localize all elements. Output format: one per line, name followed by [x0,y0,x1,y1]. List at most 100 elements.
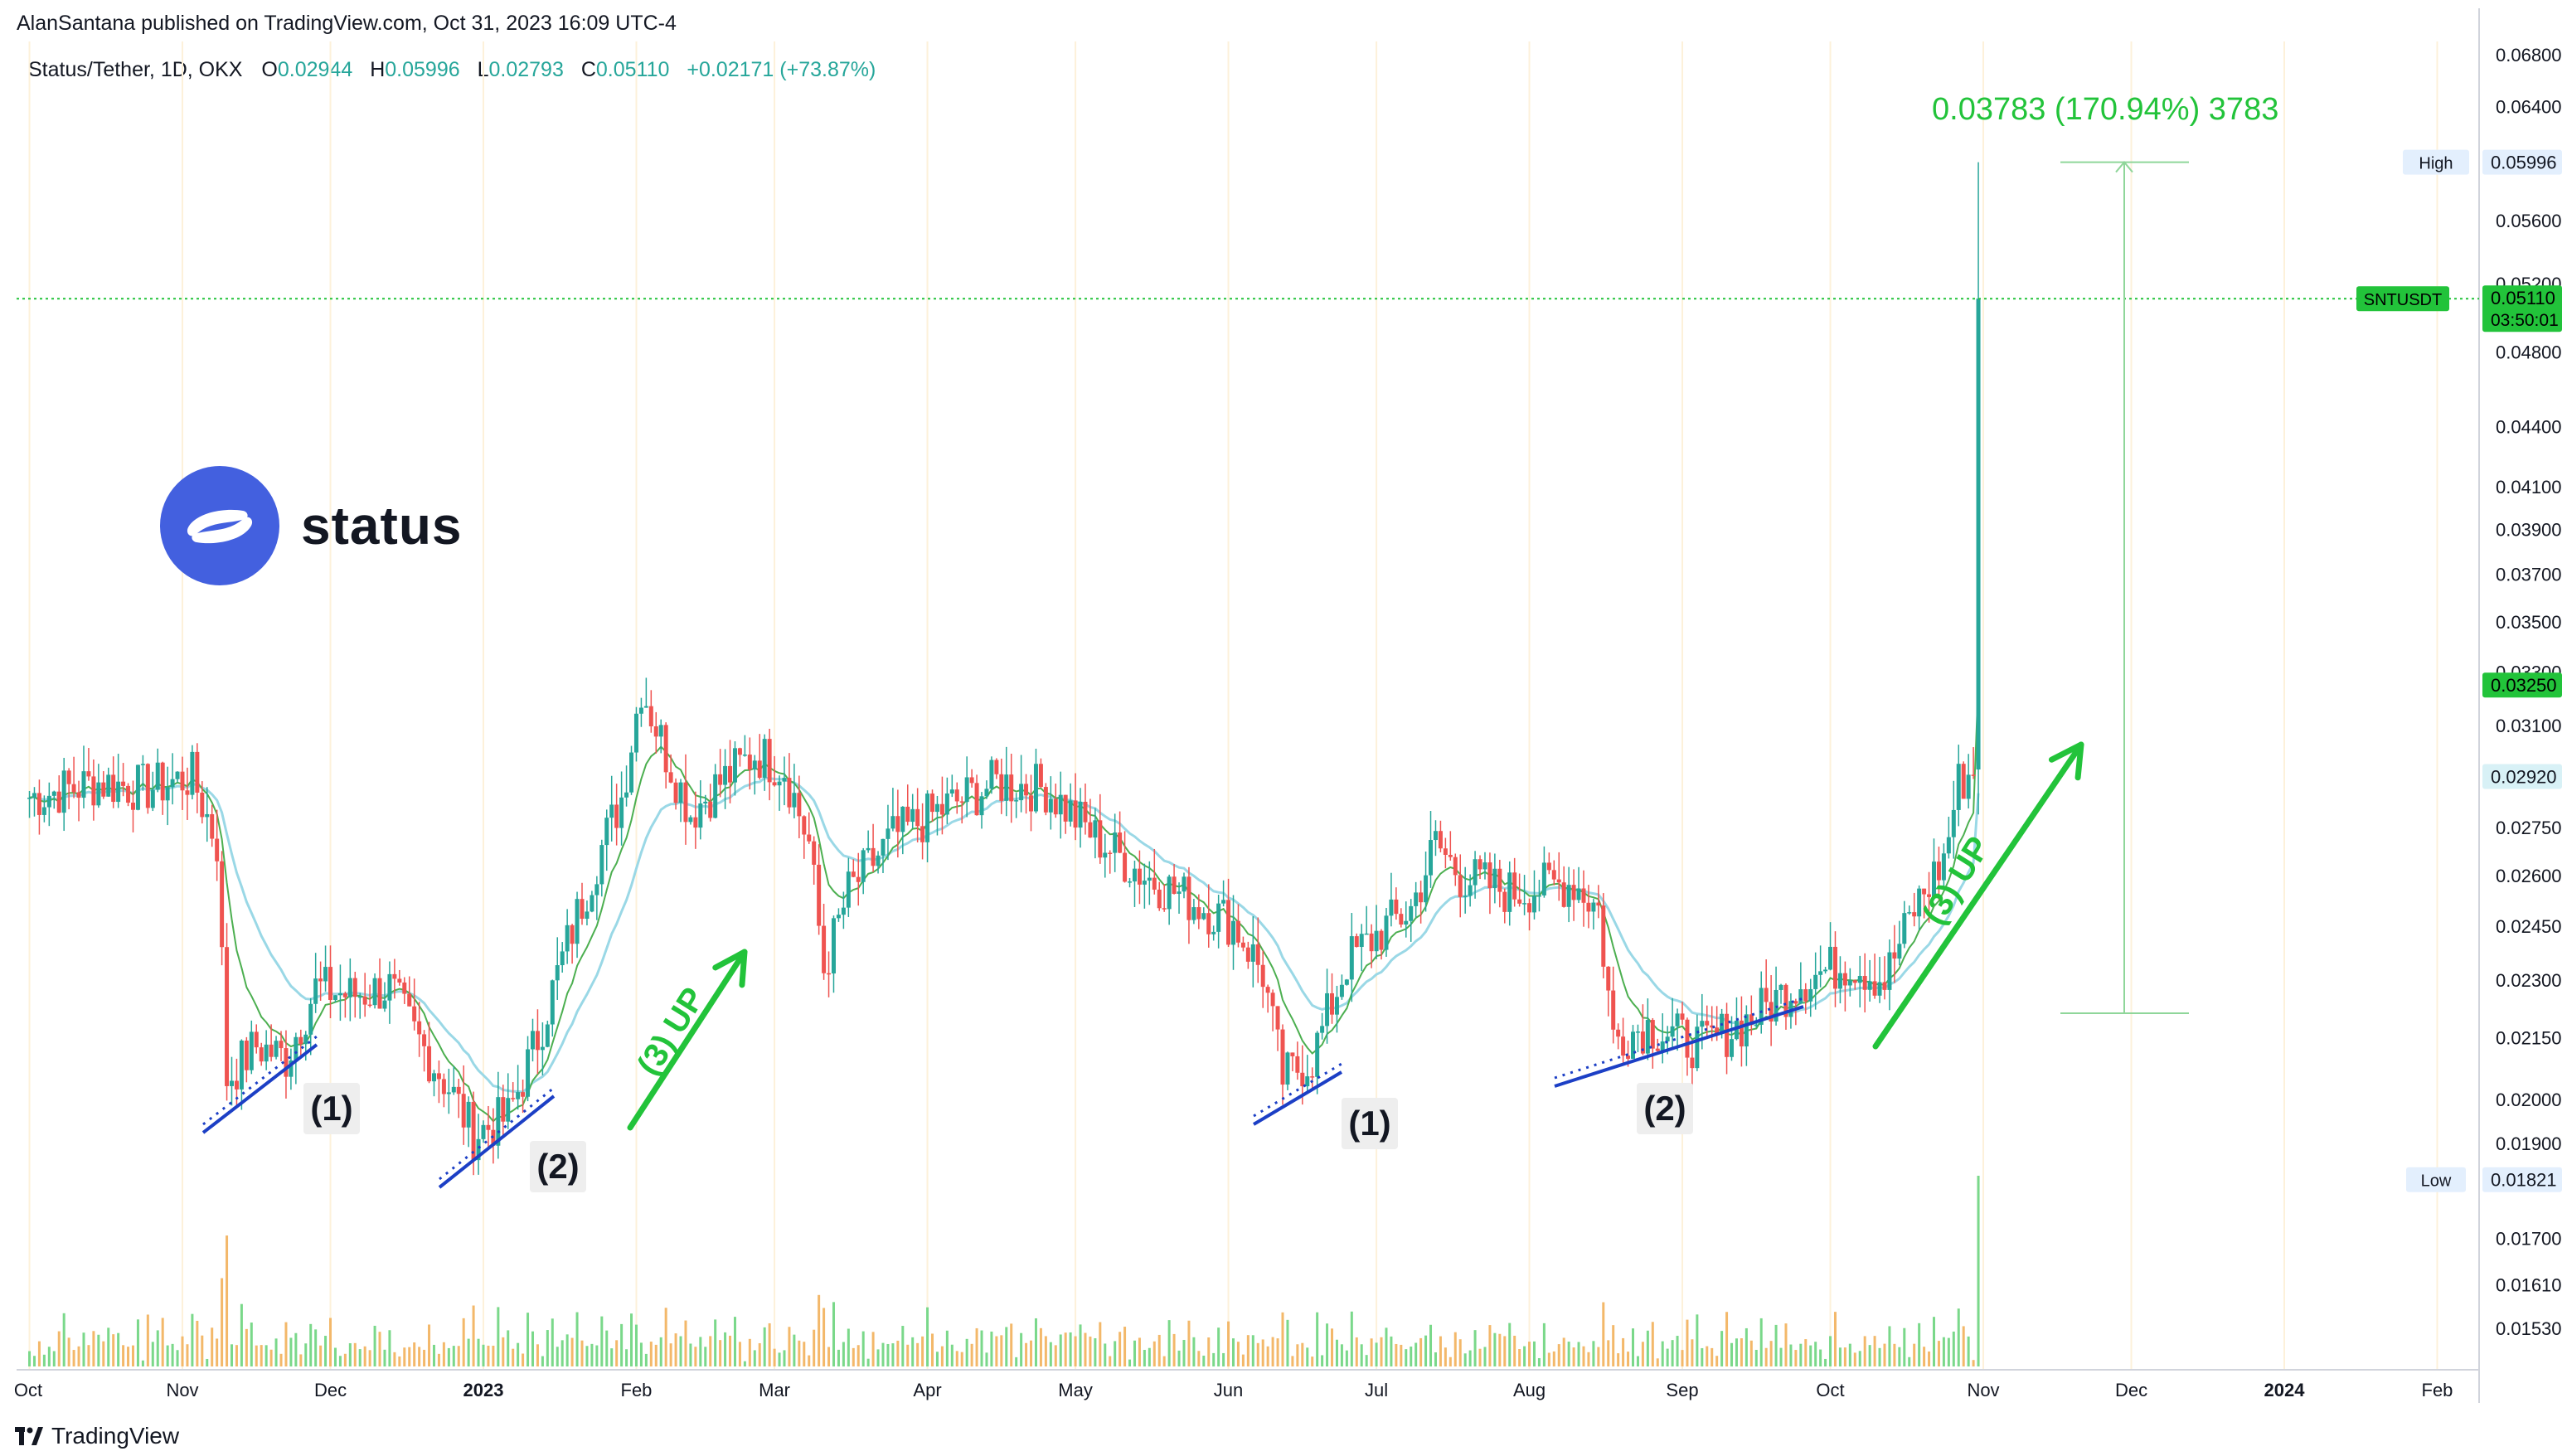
candle-body [284,1048,289,1077]
volume-bar [1271,1337,1274,1366]
volume-bar [1848,1343,1851,1366]
candle-body [1394,899,1399,915]
time-tick-8: Jun [1214,1380,1243,1400]
candle-body [1226,900,1231,945]
candle-body [822,925,827,973]
tradingview-footer[interactable]: TradingView [15,1420,179,1453]
time-tick-15: 2024 [2264,1380,2306,1400]
volume-bar [1025,1342,1028,1366]
candle-body [1201,913,1206,920]
candle-body [1458,875,1463,897]
volume-bar [1331,1328,1334,1366]
volume-bar [1592,1341,1595,1366]
candle-body [585,911,590,920]
volume-bar [1340,1344,1343,1366]
candle-body [274,1041,279,1057]
volume-bar [610,1348,614,1366]
candle-body [807,834,812,842]
candle-body [1631,1031,1636,1059]
volume-bar [274,1338,278,1366]
volume-bar [358,1349,362,1366]
candle-body [215,838,220,861]
candle-body [1414,892,1419,906]
candle-body [624,792,629,798]
time-tick-0: Oct [14,1380,42,1400]
candle-body [1837,973,1842,989]
volume-bar [146,1314,149,1366]
candle-body [939,803,944,815]
candle-body [1172,876,1177,895]
volume-bar [1863,1336,1866,1366]
candle-body [155,762,160,790]
volume-bar [1316,1312,1319,1366]
volume-bar [1370,1338,1373,1366]
candle-body [46,795,51,808]
candle-body [1813,974,1818,989]
candle-body [1783,984,1788,1017]
candle-body [1162,908,1167,910]
candle-body [1650,1020,1655,1049]
volume-bar [684,1320,687,1366]
candle-body [1705,1021,1710,1026]
candle-body [1828,946,1833,970]
candle-body [1778,984,1783,990]
volume-bar [294,1332,298,1366]
volume-bar [1923,1347,1926,1366]
volume-bar [497,1307,500,1366]
change-value: +0.02171 (+73.87%) [687,58,876,81]
candle-body [1730,1039,1735,1057]
volume-bar [906,1344,910,1366]
time-tick-11: Sep [1666,1380,1698,1400]
volume-bar [1784,1323,1788,1366]
candle-body [1265,987,1270,993]
volume-bar [1838,1347,1842,1366]
volume-bar [1202,1355,1206,1366]
volume-bar [1774,1324,1778,1366]
candle-body [1739,1020,1744,1047]
volume-bar [1079,1324,1082,1366]
candle-body [427,1046,432,1082]
volume-bar [1069,1332,1072,1366]
volume-bar [1448,1357,1452,1366]
volume-bar [1493,1332,1497,1366]
candle-body [1038,764,1043,788]
time-axis[interactable]: Oct Nov Dec 2023 Feb Mar Apr May Jun Jul Aug Sep Oct… [14,1380,2453,1400]
symbol-title[interactable]: Status/Tether, 1D, OKX [28,58,243,81]
candle-body [1255,944,1260,965]
volume-bar [1345,1350,1348,1366]
candle-body [629,752,634,793]
candle-body [827,973,832,975]
volume-bar [166,1345,169,1366]
candle-body [481,1124,486,1139]
price-tick-5: 0.04800 [2496,342,2562,363]
volume-bar [452,1346,455,1366]
volume-bars [28,1176,1980,1366]
volume-bar [773,1348,776,1366]
candle-body [1024,784,1029,796]
volume-bar [1597,1347,1600,1366]
candle-body [831,918,836,974]
volume-bar [181,1336,184,1366]
volume-bar [1444,1347,1447,1366]
candle-body [521,1092,526,1097]
candle-body [126,785,131,803]
measure-arrowhead [2115,161,2133,173]
volume-bar [679,1336,682,1366]
volume-bar [1523,1346,1526,1366]
volume-bar [107,1327,110,1366]
candle-body [959,801,964,803]
candle-body [1887,952,1892,990]
candle-body [648,706,653,726]
candle-body [944,793,949,815]
volume-bar [1843,1347,1846,1366]
candle-body [974,783,979,816]
volume-bar [793,1334,796,1366]
candle-body [175,771,180,779]
candle-body [66,770,71,784]
volume-bar [502,1337,505,1366]
volume-bar [1711,1347,1714,1366]
candle-body [501,1097,506,1122]
price-axis[interactable]: 0.068000.064000.060000.056000.052000.048… [2356,45,2562,1339]
candle-body [757,760,762,778]
